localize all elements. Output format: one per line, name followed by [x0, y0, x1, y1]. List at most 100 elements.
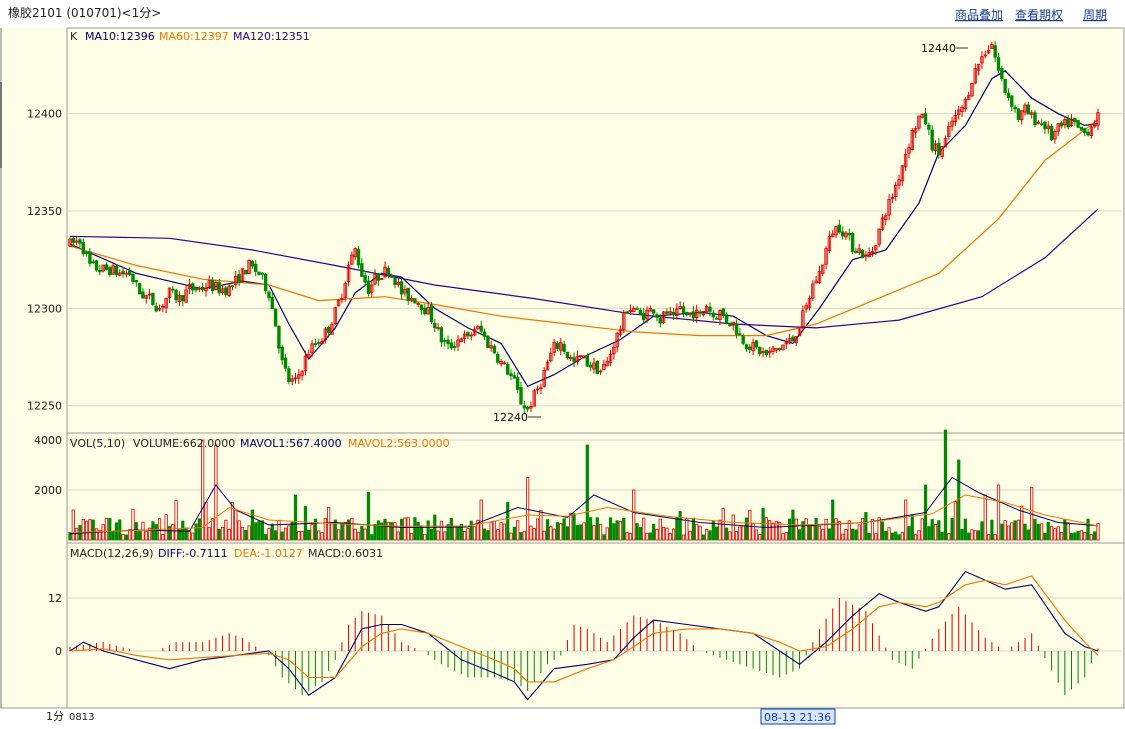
volume-bar: [307, 529, 311, 541]
volume-bar: [950, 518, 954, 541]
volume-bar: [771, 522, 775, 541]
volume-bar: [731, 514, 735, 541]
commodity-overlay-link[interactable]: 商品叠加: [955, 7, 1003, 22]
candle-body: [78, 239, 82, 244]
price-panel[interactable]: [66, 27, 1125, 434]
instrument-title: 橡胶2101 (010701)<1分>: [8, 5, 161, 20]
candle-body: [68, 238, 72, 247]
volume-bar: [970, 529, 974, 541]
candle-body: [761, 351, 765, 354]
volume-bar: [870, 519, 875, 541]
candle-body: [489, 345, 493, 349]
volume-bar: [993, 534, 997, 541]
ma-line-ma120: [69, 208, 1099, 329]
view-options-link[interactable]: 查看期权: [1015, 8, 1063, 22]
volume-bar: [383, 518, 387, 541]
volume-bar: [1076, 531, 1080, 541]
candle-body: [303, 355, 308, 372]
volume-bar: [1010, 522, 1014, 541]
candle-body: [118, 272, 122, 276]
candle-body: [409, 298, 414, 301]
candle-body: [512, 375, 517, 379]
candle-body: [582, 355, 586, 358]
volume-bar: [841, 533, 845, 541]
volume-bar: [628, 533, 633, 541]
candle-body: [71, 237, 76, 243]
candle-body: [937, 142, 941, 155]
candle-body: [668, 311, 672, 314]
volume-bar: [734, 531, 739, 541]
volume-bar: [675, 517, 679, 541]
volume-bar: [337, 529, 341, 541]
volume-bar: [350, 517, 354, 541]
candle-body: [406, 287, 410, 301]
candle-body: [108, 267, 112, 276]
volume-bar: [1036, 524, 1040, 541]
volume-bar: [360, 526, 364, 541]
candle-body: [472, 328, 477, 336]
candle-body: [91, 261, 95, 264]
period-link[interactable]: 周期: [1083, 8, 1107, 22]
volume-bar: [565, 526, 570, 541]
volume-bar: [622, 518, 626, 541]
candle-body: [817, 270, 822, 284]
candle-body: [350, 254, 354, 265]
candle-body: [187, 284, 192, 289]
volume-bar: [973, 530, 977, 541]
candle-body: [950, 120, 954, 127]
volume-bar: [260, 520, 264, 541]
ma-line-ma10: [69, 70, 1099, 388]
volume-bar: [927, 526, 931, 541]
volume-bar: [1083, 531, 1087, 541]
volume-bar: [71, 509, 75, 541]
left-toolbar-strip[interactable]: [0, 28, 3, 708]
candle-body: [459, 338, 464, 343]
candle-body: [446, 339, 450, 345]
volume-bar: [287, 525, 291, 541]
volume-bar: [940, 531, 944, 541]
candle-body: [237, 274, 241, 284]
candle-body: [413, 298, 417, 304]
candle-body: [907, 147, 911, 154]
candle-body: [1063, 119, 1067, 126]
volume-bar: [297, 531, 301, 541]
candle-body: [1013, 106, 1017, 110]
volume-bar: [502, 523, 507, 541]
volume-bar: [177, 529, 182, 541]
volume-bar: [376, 520, 381, 541]
volume-bar: [817, 525, 822, 541]
candle-body: [837, 224, 842, 233]
candle-body: [200, 286, 205, 290]
moving-average-lines: [69, 70, 1099, 388]
volume-bar: [914, 534, 918, 541]
volume-panel[interactable]: [66, 432, 1125, 544]
volume-bar: [429, 528, 434, 541]
volume-bar: [781, 533, 785, 541]
candle-body: [957, 109, 961, 115]
candle-body: [433, 322, 437, 329]
cursor-time-box: [760, 708, 836, 725]
candle-body: [1043, 121, 1047, 130]
candle-body: [131, 273, 135, 282]
candle-body: [555, 342, 560, 349]
candle-body: [1083, 128, 1087, 134]
candle-body: [88, 251, 92, 264]
candle-body: [718, 309, 722, 320]
volume-bar: [894, 531, 898, 541]
candle-body: [114, 265, 119, 275]
volume-bar: [665, 527, 669, 541]
candle-body: [333, 307, 337, 325]
candle-body: [983, 54, 987, 57]
volume-bar: [715, 526, 719, 541]
price-tick-label: 12350: [27, 205, 62, 218]
volume-bar: [111, 530, 115, 541]
volume-bar: [516, 520, 520, 541]
candle-body: [423, 307, 427, 315]
candle-body: [210, 279, 215, 291]
left-toolbar-tab[interactable]: [0, 82, 3, 168]
volume-bar: [1093, 531, 1097, 541]
volume-bar: [711, 520, 715, 541]
candle-body: [449, 342, 454, 349]
volume-bar: [201, 439, 205, 541]
